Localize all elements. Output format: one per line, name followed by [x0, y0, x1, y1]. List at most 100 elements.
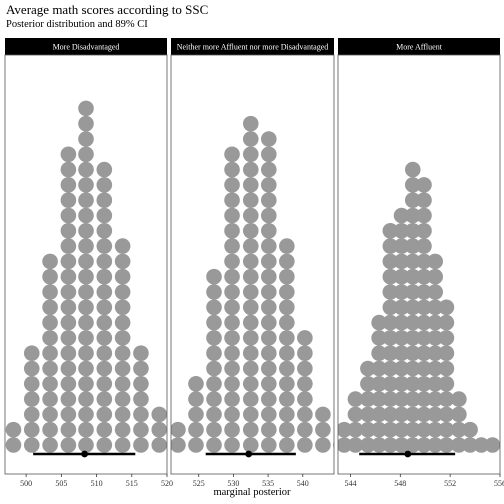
posterior-dot: [78, 223, 94, 239]
posterior-dot: [96, 376, 113, 392]
posterior-dot: [42, 406, 58, 423]
posterior-dot: [206, 268, 222, 285]
posterior-dot: [60, 406, 77, 423]
posterior-dot: [261, 406, 277, 423]
posterior-dot: [114, 238, 131, 254]
posterior-dot: [360, 421, 376, 438]
posterior-dot: [188, 406, 204, 423]
posterior-dot: [416, 238, 432, 254]
posterior-dot: [416, 299, 432, 316]
posterior-dot: [416, 284, 432, 300]
posterior-dot: [371, 376, 387, 392]
posterior-dot: [78, 284, 94, 300]
posterior-dot: [224, 314, 240, 331]
posterior-dot: [404, 437, 421, 453]
posterior-dot: [338, 421, 353, 438]
posterior-dot: [78, 376, 94, 392]
dot-group: [338, 161, 500, 453]
posterior-dot: [371, 314, 387, 331]
posterior-dot: [96, 437, 113, 453]
posterior-dot: [224, 360, 240, 377]
facet-strip-label: More Affluent: [396, 43, 443, 52]
posterior-dot: [96, 406, 113, 423]
posterior-dot: [224, 177, 240, 193]
posterior-dot: [438, 299, 455, 316]
posterior-dot: [60, 268, 77, 285]
posterior-dot: [96, 360, 113, 377]
posterior-dot: [438, 345, 455, 362]
x-tick-label: 525: [193, 479, 205, 488]
posterior-dot: [261, 177, 277, 193]
posterior-dot: [188, 421, 204, 438]
posterior-dot: [297, 406, 313, 423]
posterior-dot: [42, 360, 58, 377]
posterior-dot: [96, 238, 113, 254]
posterior-dot: [484, 437, 500, 453]
posterior-dot: [279, 345, 295, 362]
x-tick-label: 535: [262, 479, 274, 488]
posterior-dot: [261, 223, 277, 239]
posterior-dot: [261, 376, 277, 392]
posterior-dot: [96, 299, 113, 316]
posterior-dot: [404, 330, 421, 346]
posterior-dot: [360, 391, 376, 407]
posterior-dot: [315, 421, 331, 438]
posterior-dot: [338, 437, 353, 453]
posterior-dot: [133, 391, 149, 407]
posterior-dot: [404, 421, 421, 438]
posterior-dot: [393, 284, 410, 300]
posterior-dot: [114, 330, 131, 346]
posterior-dot: [261, 161, 277, 178]
posterior-dot: [279, 314, 295, 331]
posterior-dot: [114, 268, 131, 285]
median-point: [404, 450, 412, 458]
posterior-dot: [151, 421, 167, 438]
posterior-dot: [96, 268, 113, 285]
posterior-dot: [416, 192, 432, 208]
posterior-dot: [242, 299, 259, 316]
posterior-dot: [206, 421, 222, 438]
posterior-dot: [224, 161, 240, 178]
posterior-dot: [416, 177, 432, 193]
posterior-dot: [242, 253, 259, 270]
posterior-dot: [42, 345, 58, 362]
posterior-dot: [261, 131, 277, 147]
posterior-dot: [371, 406, 387, 423]
posterior-dot: [60, 238, 77, 254]
posterior-dot: [360, 406, 376, 423]
posterior-dot: [242, 268, 259, 285]
posterior-dot: [242, 284, 259, 300]
posterior-dot: [96, 253, 113, 270]
posterior-dot: [315, 437, 331, 453]
posterior-dot: [438, 391, 455, 407]
posterior-dot: [133, 406, 149, 423]
posterior-dot: [427, 360, 444, 377]
posterior-dot: [5, 437, 22, 453]
posterior-dot: [242, 115, 259, 132]
posterior-dot: [78, 161, 94, 178]
posterior-dot: [224, 406, 240, 423]
posterior-dot: [60, 421, 77, 438]
posterior-dot: [23, 391, 40, 407]
posterior-dot: [78, 192, 94, 208]
posterior-dot: [60, 177, 77, 193]
posterior-dot: [242, 391, 259, 407]
posterior-dot: [242, 238, 259, 254]
posterior-dot: [224, 146, 240, 163]
posterior-dot: [78, 177, 94, 193]
posterior-dot: [416, 345, 432, 362]
posterior-dot: [404, 406, 421, 423]
posterior-dot: [96, 345, 113, 362]
posterior-dot: [279, 268, 295, 285]
posterior-dot: [416, 253, 432, 270]
posterior-dot: [404, 314, 421, 331]
posterior-dot: [404, 161, 421, 178]
posterior-dot: [242, 360, 259, 377]
x-tick-label: 556: [494, 479, 504, 488]
posterior-dot: [242, 314, 259, 331]
posterior-dot: [78, 345, 94, 362]
posterior-dot: [96, 314, 113, 331]
posterior-dot: [42, 437, 58, 453]
posterior-dot: [114, 421, 131, 438]
posterior-dot: [393, 376, 410, 392]
